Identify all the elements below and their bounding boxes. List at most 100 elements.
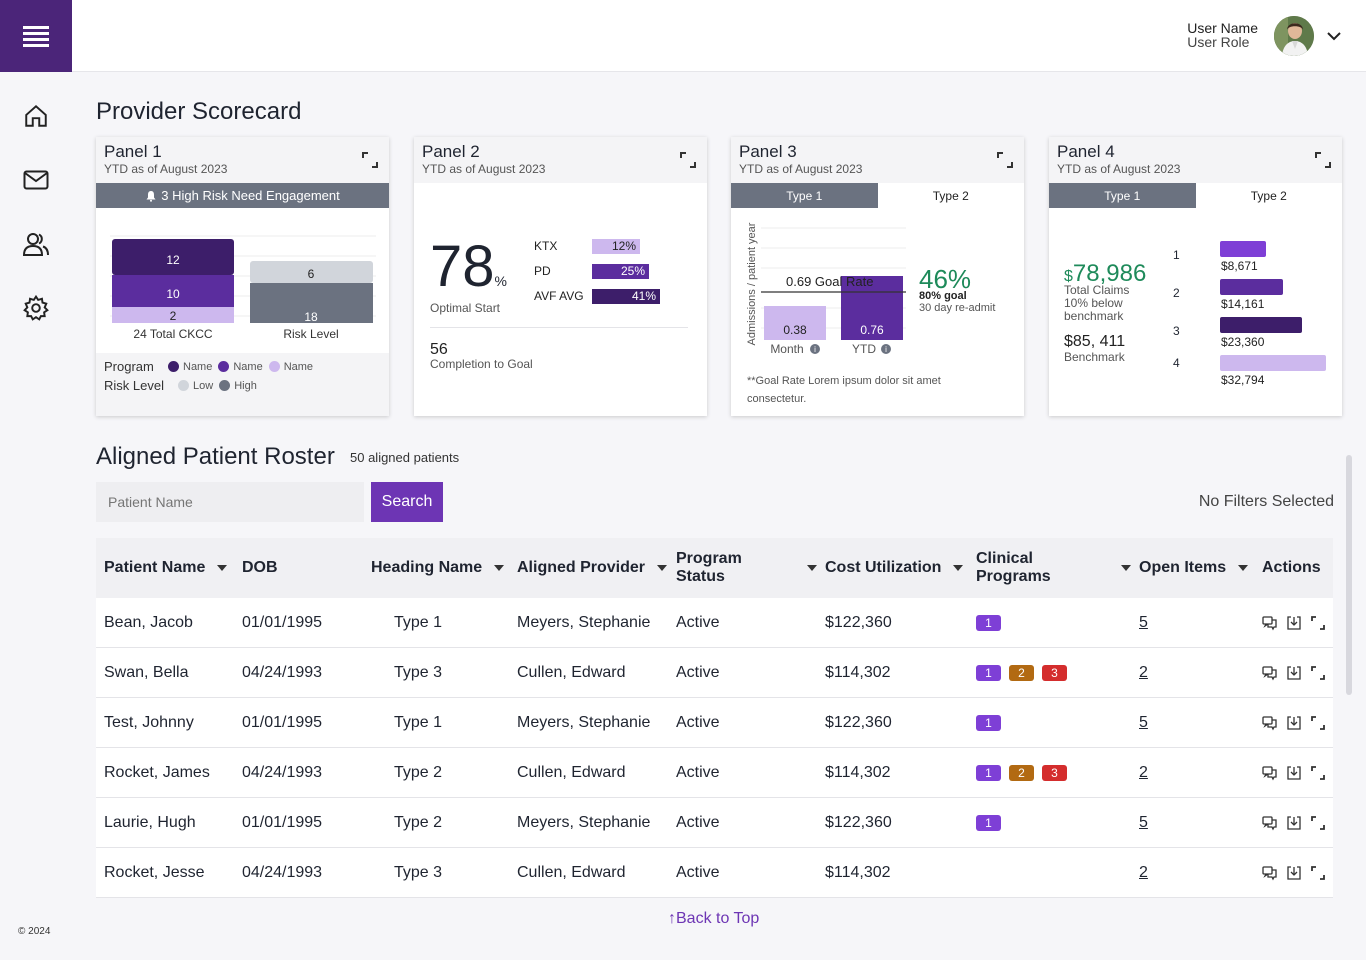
row-actions (1254, 715, 1333, 731)
table-row[interactable]: Laurie, Hugh 01/01/1995 Type 2 Meyers, S… (96, 798, 1333, 848)
sidebar-item-mail[interactable] (20, 164, 52, 196)
gear-icon (23, 295, 49, 321)
download-icon[interactable] (1286, 815, 1302, 831)
sort-icon[interactable] (494, 565, 505, 571)
expand-icon[interactable] (679, 151, 697, 169)
chat-icon[interactable] (1262, 865, 1278, 881)
chat-icon[interactable] (1262, 815, 1278, 831)
patient-cost: $114,302 (825, 863, 891, 881)
bell-icon (146, 190, 156, 202)
ytd-label: YTD (852, 342, 876, 356)
download-icon[interactable] (1286, 715, 1302, 731)
expand-icon[interactable] (1314, 151, 1332, 169)
roster-count: 50 aligned patients (350, 450, 460, 465)
patient-open-items: 2 (1131, 864, 1254, 882)
open-items-link[interactable]: 5 (1139, 613, 1148, 631)
open-items-link[interactable]: 2 (1139, 663, 1148, 681)
open-items-link[interactable]: 5 (1139, 713, 1148, 731)
program-badge[interactable]: 3 (1042, 664, 1067, 681)
sort-icon[interactable] (1121, 565, 1131, 571)
expand-icon[interactable] (996, 151, 1014, 169)
avatar[interactable] (1274, 16, 1314, 56)
users-icon (22, 233, 49, 256)
sidebar-item-settings[interactable] (20, 292, 52, 324)
table-header: Patient Name DOB Heading Name Aligned Pr… (96, 538, 1333, 598)
claims-bar-2 (1220, 279, 1283, 295)
expand-icon[interactable] (1310, 765, 1326, 781)
download-icon[interactable] (1286, 615, 1302, 631)
panel-title: Panel 4 (1057, 142, 1115, 161)
chat-icon[interactable] (1262, 665, 1278, 681)
table-row[interactable]: Test, Johnny 01/01/1995 Type 1 Meyers, S… (96, 698, 1333, 748)
expand-icon[interactable] (1310, 815, 1326, 831)
claims-bar-value: $23,360 (1221, 335, 1265, 349)
col-program-status[interactable]: Program Status (668, 550, 817, 586)
sidebar-item-users[interactable] (20, 228, 52, 260)
sort-icon[interactable] (217, 565, 228, 571)
chat-icon[interactable] (1262, 715, 1278, 731)
search-input[interactable] (96, 482, 364, 522)
menu-button[interactable] (0, 0, 72, 72)
ckcc-bar-segment-1 (112, 239, 234, 275)
expand-icon[interactable] (1310, 665, 1326, 681)
panel-subtitle: YTD as of August 2023 (104, 162, 228, 176)
patient-dob: 04/24/1993 (242, 663, 323, 681)
table-row[interactable]: Bean, Jacob 01/01/1995 Type 1 Meyers, St… (96, 598, 1333, 648)
download-icon[interactable] (1286, 865, 1302, 881)
month-value: 0.38 (783, 323, 807, 337)
back-to-top-link[interactable]: ↑Back to Top (668, 910, 760, 927)
sort-icon[interactable] (807, 565, 817, 571)
col-clinical-programs[interactable]: Clinical Programs (968, 550, 1131, 586)
expand-icon[interactable] (1310, 715, 1326, 731)
open-items-link[interactable]: 2 (1139, 863, 1148, 881)
sort-icon[interactable] (657, 565, 668, 571)
table-row[interactable]: Swan, Bella 04/24/1993 Type 3 Cullen, Ed… (96, 648, 1333, 698)
chat-icon[interactable] (1262, 615, 1278, 631)
tab-type-1[interactable]: Type 1 (1049, 183, 1196, 208)
chat-icon[interactable] (1262, 765, 1278, 781)
program-badge[interactable]: 2 (1009, 764, 1034, 781)
alert-text: 3 High Risk Need Engagement (161, 188, 340, 203)
col-dob: DOB (242, 559, 278, 576)
col-open-items[interactable]: Open Items (1131, 559, 1254, 577)
patient-name: Bean, Jacob (104, 613, 193, 631)
program-badge[interactable]: 3 (1042, 764, 1067, 781)
program-badge[interactable]: 1 (976, 664, 1001, 681)
download-icon[interactable] (1286, 665, 1302, 681)
col-patient-name[interactable]: Patient Name (96, 559, 234, 577)
expand-icon[interactable] (1310, 615, 1326, 631)
info-icon[interactable] (881, 344, 891, 354)
open-items-link[interactable]: 5 (1139, 813, 1148, 831)
program-badge[interactable]: 1 (976, 614, 1001, 631)
high-risk-alert[interactable]: 3 High Risk Need Engagement (96, 183, 389, 208)
table-row[interactable]: Rocket, James 04/24/1993 Type 2 Cullen, … (96, 748, 1333, 798)
table-row[interactable]: Rocket, Jesse 04/24/1993 Type 3 Cullen, … (96, 848, 1333, 898)
col-aligned-provider[interactable]: Aligned Provider (509, 559, 668, 577)
search-button[interactable]: Search (371, 482, 443, 522)
tab-type-2[interactable]: Type 2 (877, 183, 1024, 208)
sort-icon[interactable] (1238, 565, 1249, 571)
ckcc-bar-label: 24 Total CKCC (133, 327, 212, 341)
open-items-link[interactable]: 2 (1139, 763, 1148, 781)
filter-status: No Filters Selected (1198, 493, 1334, 510)
program-badge[interactable]: 1 (976, 714, 1001, 731)
user-info[interactable]: User Name User Role (1187, 21, 1258, 49)
patient-provider: Cullen, Edward (517, 863, 626, 881)
scrollbar[interactable] (1346, 455, 1352, 695)
sort-icon[interactable] (953, 565, 964, 571)
tab-type-1[interactable]: Type 1 (731, 183, 878, 208)
program-badge[interactable]: 2 (1009, 664, 1034, 681)
sidebar-item-home[interactable] (20, 100, 52, 132)
patient-name: Rocket, James (104, 763, 210, 781)
expand-icon[interactable] (1310, 865, 1326, 881)
expand-icon[interactable] (361, 151, 379, 169)
download-icon[interactable] (1286, 765, 1302, 781)
col-cost-utilization[interactable]: Cost Utilization (817, 559, 968, 577)
chevron-down-icon[interactable] (1326, 28, 1342, 44)
info-icon[interactable] (810, 344, 820, 354)
program-badge[interactable]: 1 (976, 764, 1001, 781)
tab-type-2[interactable]: Type 2 (1195, 183, 1342, 208)
col-heading-name[interactable]: Heading Name (363, 559, 509, 577)
goal-label: 0.69 Goal Rate (786, 274, 873, 289)
program-badge[interactable]: 1 (976, 814, 1001, 831)
